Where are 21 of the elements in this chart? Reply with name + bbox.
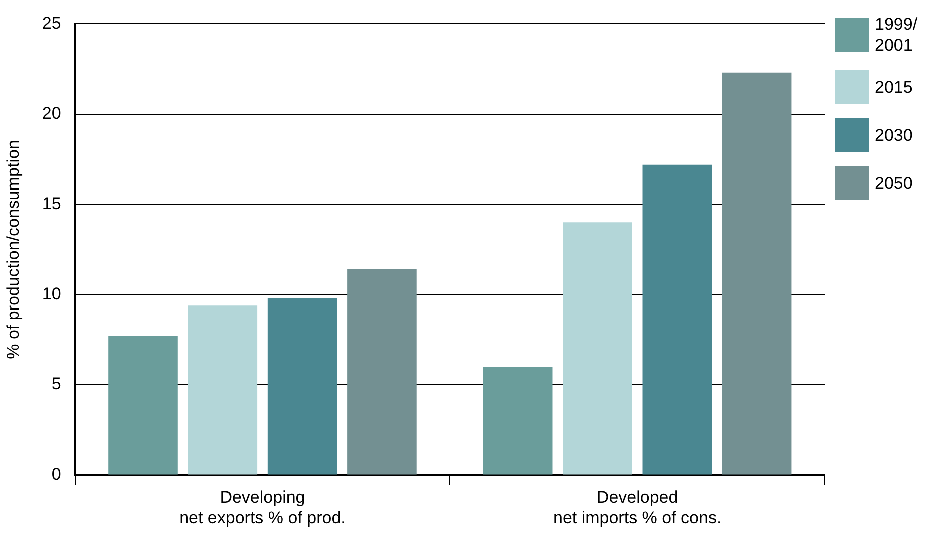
y-tick-label: 5 (52, 374, 62, 394)
bar (108, 336, 178, 475)
bar (642, 164, 712, 475)
x-tick-label: Developed net imports % of cons. (553, 488, 722, 528)
bar (563, 222, 632, 475)
legend-label: 2050 (875, 172, 914, 194)
bar (722, 72, 792, 475)
y-tick-label: 15 (42, 194, 62, 214)
legend-label: 1999/2001 (875, 14, 919, 56)
legend-label: 2030 (875, 124, 914, 146)
bar (188, 306, 258, 475)
x-tick-label: Developing net exports % of prod. (180, 488, 346, 528)
y-axis-title: % of production/consumption (4, 140, 23, 360)
y-tick-label: 25 (42, 14, 62, 33)
bar (268, 298, 338, 475)
y-tick-label: 10 (42, 284, 62, 304)
bar (483, 366, 553, 475)
y-tick-label: 20 (42, 104, 62, 124)
legend-label: 2015 (875, 76, 914, 98)
bar (348, 270, 417, 475)
y-tick-label: 0 (52, 464, 62, 484)
